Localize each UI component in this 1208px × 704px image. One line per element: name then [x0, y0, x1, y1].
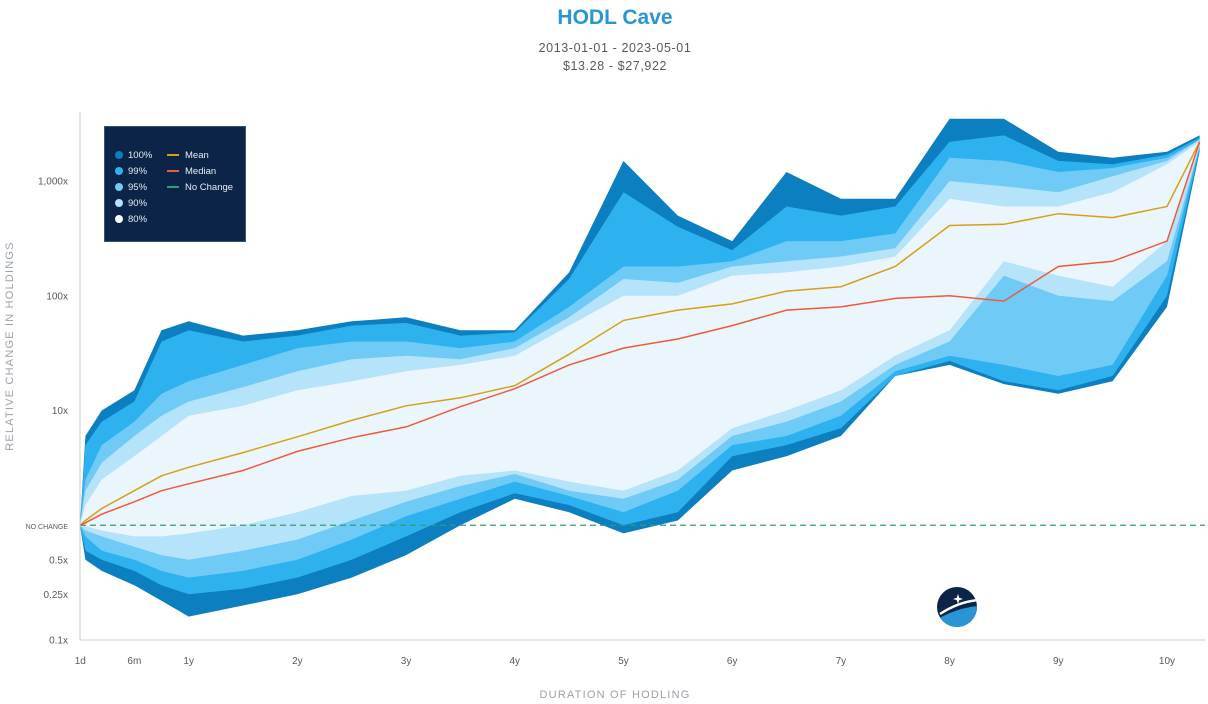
- chart-title: HODL Cave: [557, 6, 673, 29]
- y-tick-label: 1,000x: [38, 177, 68, 188]
- x-tick-label: 6m: [127, 656, 141, 667]
- legend-label: 99%: [128, 165, 148, 177]
- legend-line-swatch: [167, 186, 179, 188]
- legend-label: 80%: [128, 213, 148, 225]
- legend: 100% 99% 95% 90% 80% Mean Median No Chan…: [104, 126, 246, 242]
- legend-item-mean: Mean: [167, 147, 233, 163]
- legend-line-swatch: [167, 170, 179, 172]
- legend-item-90: 90%: [115, 195, 152, 211]
- x-tick-label: 4y: [510, 656, 521, 667]
- x-tick-label: 7y: [836, 656, 847, 667]
- axes-layer: 1,000x 100x 10x NO CHANGE 0.5x 0.25x 0.1x 1d 6m 1…: [26, 112, 1205, 667]
- x-tick-label: 9y: [1053, 656, 1064, 667]
- legend-item-no-change: No Change: [167, 179, 233, 195]
- legend-swatch: [115, 183, 123, 191]
- y-tick-label: 10x: [52, 406, 68, 417]
- band-layer: [80, 118, 1200, 617]
- legend-swatch: [115, 215, 123, 223]
- y-tick-label: 0.1x: [49, 636, 68, 647]
- mean-line: [79, 141, 1201, 526]
- x-tick-label: 3y: [401, 656, 412, 667]
- x-tick-label: 1d: [75, 656, 86, 667]
- x-tick-label: 2y: [292, 656, 303, 667]
- x-axis-title: DURATION OF HODLING: [539, 689, 691, 701]
- x-tick-label: 5y: [618, 656, 629, 667]
- y-tick-label: NO CHANGE: [26, 524, 69, 531]
- x-tick-label: 8y: [944, 656, 955, 667]
- legend-lines: Mean Median No Change: [167, 147, 233, 195]
- legend-label: No Change: [185, 181, 234, 193]
- legend-swatch: [115, 167, 123, 175]
- legend-label: Mean: [185, 149, 209, 161]
- legend-swatch: [115, 151, 123, 159]
- legend-item-median: Median: [167, 163, 233, 179]
- date-range: 2013-01-01 - 2023-05-01: [538, 41, 692, 55]
- legend-item-99: 99%: [115, 163, 152, 179]
- y-tick-label: 0.25x: [44, 590, 68, 601]
- legend-label: Median: [185, 165, 217, 177]
- legend-item-95: 95%: [115, 179, 152, 195]
- legend-label: 90%: [128, 197, 148, 209]
- line-layer: [79, 141, 1205, 526]
- legend-item-100: 100%: [115, 147, 152, 163]
- price-range: $13.28 - $27,922: [562, 59, 668, 73]
- legend-swatch: [115, 199, 123, 207]
- band-80: [80, 141, 1200, 537]
- legend-item-80: 80%: [115, 211, 152, 227]
- legend-line-swatch: [167, 154, 179, 156]
- moon-star-icon: [936, 586, 978, 628]
- x-tick-label: 1y: [183, 656, 194, 667]
- legend-bands: 100% 99% 95% 90% 80%: [115, 147, 152, 227]
- y-tick-label: 0.5x: [49, 555, 68, 566]
- median-line: [79, 141, 1201, 526]
- x-tick-label: 6y: [727, 656, 738, 667]
- y-tick-label: 100x: [46, 291, 68, 302]
- y-axis-title: RELATIVE CHANGE IN HOLDINGS: [4, 241, 16, 451]
- x-tick-label: 10y: [1159, 656, 1175, 667]
- legend-label: 100%: [128, 149, 153, 161]
- legend-label: 95%: [128, 181, 148, 193]
